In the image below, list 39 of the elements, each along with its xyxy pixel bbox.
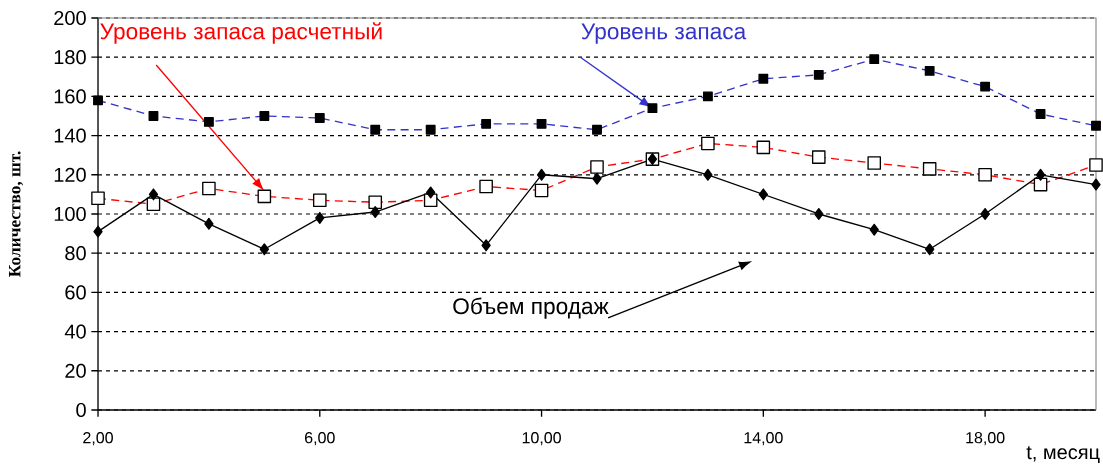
point bbox=[259, 243, 270, 256]
y-tick-label: 0 bbox=[76, 402, 86, 418]
y-tick-label: 180 bbox=[54, 50, 86, 65]
point bbox=[370, 206, 380, 219]
y-tick-label: 60 bbox=[65, 285, 86, 300]
y-tick-label: 120 bbox=[54, 167, 86, 182]
y-tick-label: 20 bbox=[65, 363, 86, 378]
point bbox=[426, 186, 436, 199]
point bbox=[315, 211, 325, 224]
y-tick-label: 140 bbox=[54, 128, 86, 143]
y-tick-label: 200 bbox=[54, 10, 86, 26]
point bbox=[1091, 178, 1101, 191]
x-tick-label: 14,00 bbox=[744, 432, 783, 446]
point bbox=[592, 172, 602, 185]
x-tick-label: 18,00 bbox=[966, 432, 1005, 446]
x-axis-title: t, месяц bbox=[1026, 446, 1100, 464]
x-tick-label: 10,00 bbox=[522, 432, 561, 446]
point bbox=[869, 223, 879, 236]
x-tick-label: 6,00 bbox=[305, 432, 335, 446]
point bbox=[980, 207, 990, 220]
y-tick-label: 160 bbox=[54, 89, 86, 104]
point bbox=[925, 243, 935, 256]
text: Объем продаж bbox=[453, 297, 609, 319]
point bbox=[204, 217, 214, 230]
point bbox=[93, 225, 103, 238]
y-tick-label: 100 bbox=[54, 206, 86, 222]
text: Уровень запаса расчетный bbox=[100, 22, 382, 44]
point bbox=[703, 168, 713, 181]
point bbox=[1035, 168, 1046, 181]
series-label: Уровень запаса bbox=[581, 23, 747, 44]
y-axis-title: Количество, шт. bbox=[8, 151, 24, 277]
point bbox=[758, 188, 769, 201]
point bbox=[814, 207, 824, 220]
x-tick-label: 2,00 bbox=[83, 432, 113, 446]
y-tick-label: 40 bbox=[64, 324, 86, 339]
point bbox=[481, 239, 491, 252]
y-tick-label: 80 bbox=[65, 246, 86, 261]
point bbox=[148, 188, 159, 201]
point bbox=[536, 168, 547, 181]
